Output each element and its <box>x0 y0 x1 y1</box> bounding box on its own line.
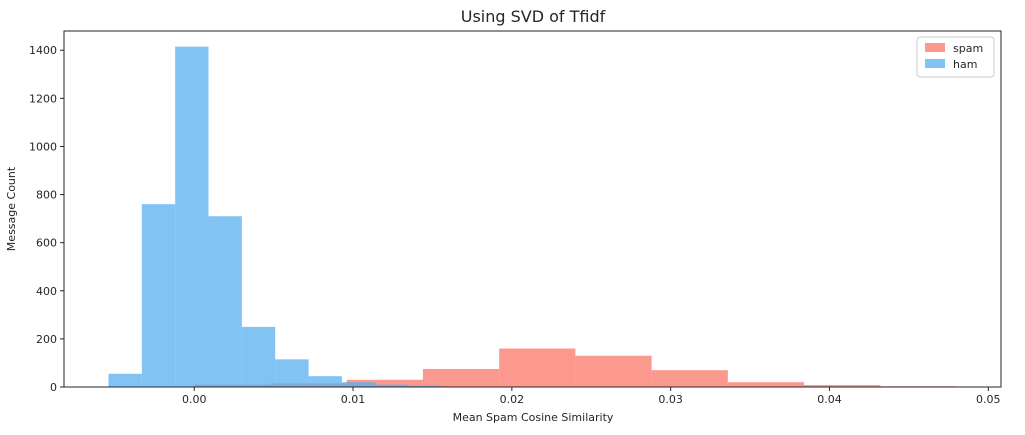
spam-bar-5 <box>575 355 652 387</box>
plot-frame <box>63 30 1002 388</box>
y-tick-label-0: 0 <box>50 381 57 394</box>
y-tick-label-5: 1000 <box>29 140 57 153</box>
spam-bar-4 <box>499 348 576 387</box>
y-tick-label-7: 1400 <box>29 44 57 57</box>
x-axis-ticks: 0.00 0.01 0.02 0.03 0.04 0.05 <box>182 387 1001 406</box>
ham-bar-8 <box>375 384 409 387</box>
ham-bar-6 <box>308 376 342 387</box>
ham-bar-5 <box>275 359 309 387</box>
x-tick-label-5: 0.05 <box>976 393 1001 406</box>
legend-label-ham: ham <box>953 58 977 71</box>
y-axis-label: Message Count <box>5 166 18 251</box>
spam-bar-8 <box>804 385 881 387</box>
y-tick-label-3: 600 <box>36 237 57 250</box>
ham-bar-9 <box>408 385 442 387</box>
y-tick-label-4: 800 <box>36 189 57 202</box>
x-tick-label-3: 0.03 <box>658 393 683 406</box>
legend: spam ham <box>916 36 995 78</box>
ham-bar-0 <box>108 373 142 387</box>
legend-swatch-spam <box>925 43 945 52</box>
series-ham <box>108 46 442 387</box>
spam-bar-6 <box>651 370 728 387</box>
bars-layer <box>108 46 957 387</box>
chart-title: Using SVD of Tfidf <box>461 7 606 26</box>
ham-bar-7 <box>341 382 376 387</box>
x-tick-label-1: 0.01 <box>341 393 366 406</box>
legend-label-spam: spam <box>953 42 983 55</box>
spam-bar-3 <box>422 368 500 387</box>
y-tick-label-2: 400 <box>36 285 57 298</box>
ham-bar-3 <box>208 216 242 387</box>
y-axis-ticks: 0 200 400 600 800 1000 1200 1400 <box>29 44 64 394</box>
x-axis-label: Mean Spam Cosine Similarity <box>453 411 614 424</box>
ham-bar-1 <box>141 204 176 387</box>
legend-swatch-ham <box>925 59 945 68</box>
spam-bar-2 <box>346 379 423 387</box>
y-tick-label-6: 1200 <box>29 92 57 105</box>
y-tick-label-1: 200 <box>36 333 57 346</box>
ham-bar-4 <box>241 326 276 387</box>
spam-bar-7 <box>727 382 805 387</box>
x-tick-label-4: 0.04 <box>817 393 842 406</box>
x-tick-label-0: 0.00 <box>182 393 207 406</box>
x-tick-label-2: 0.02 <box>500 393 525 406</box>
ham-bar-2 <box>175 46 209 387</box>
